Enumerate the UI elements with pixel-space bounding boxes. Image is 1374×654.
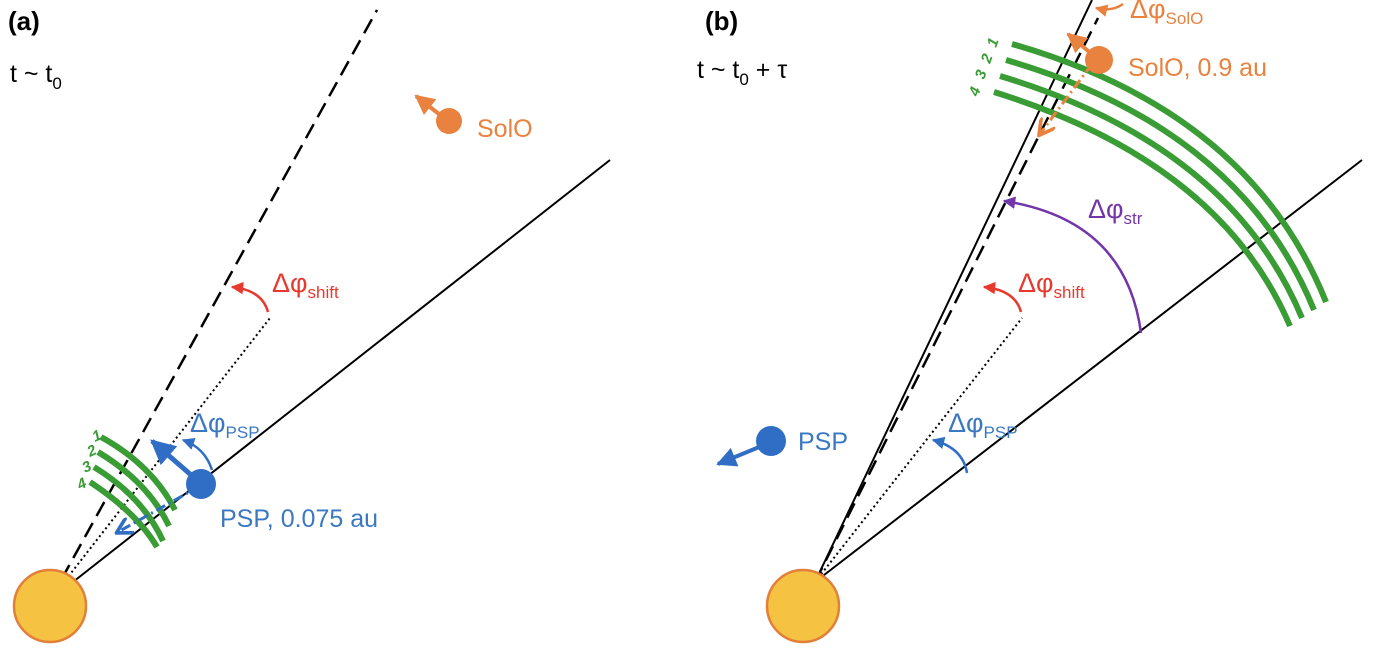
panel-b-time: t ~ t0 + τ — [697, 56, 787, 89]
panel-a-dphi-shift-label: Δφshift — [272, 268, 339, 302]
panel-a-psp-label: PSP, 0.075 au — [220, 505, 378, 533]
panel-b-psp-spacecraft — [756, 426, 786, 456]
panel-b-arc-3 — [999, 73, 1305, 320]
panel-a-dphi-psp-label: ΔφPSP — [190, 408, 260, 442]
panel-a-solid-line — [49, 159, 611, 601]
panel-b-arc-number-2: 2 — [977, 51, 996, 66]
panel-a-dashed-line — [48, 9, 379, 601]
panel-b-dphi-solo-arc — [1094, 2, 1124, 17]
panel-b-arc-number-1: 1 — [984, 36, 1003, 50]
panel-a-psp-spacecraft — [186, 469, 216, 499]
panel-a-arc-2 — [96, 449, 172, 528]
panel-b-dphi-shift-arc — [982, 281, 1023, 313]
panel-b-arc-1 — [1011, 41, 1329, 304]
panel-b-arc-2 — [1005, 57, 1317, 312]
panel-a-solo-label: SolO — [477, 115, 533, 143]
panel-a-sun — [12, 568, 88, 644]
panel-a-solo-spacecraft — [436, 108, 462, 134]
panel-b-solo-spacecraft — [1085, 46, 1113, 74]
panel-b-psp-velocity-arrow — [716, 443, 765, 467]
panel-b-arc-number-4: 4 — [965, 84, 984, 99]
panel-a-streamer-arcs — [88, 434, 178, 549]
panel-b-arc-4 — [993, 89, 1293, 328]
panel-b-dphi-solo-label: ΔφSolO — [1130, 0, 1203, 28]
panel-b-label: (b) — [705, 6, 738, 36]
panel-b-dphi-psp-label: ΔφPSP — [948, 408, 1018, 442]
panel-b-dphi-str-label: Δφstr — [1088, 194, 1143, 228]
panel-a: (a) t ~ t0 1 2 3 4 ΔφPSP PSP, 0.075 au — [8, 6, 611, 644]
panel-b-solo-label: SolO, 0.9 au — [1128, 54, 1267, 82]
panel-b-streamer-arcs — [993, 41, 1329, 328]
panel-b-arc-numbers: 1 2 3 4 — [965, 36, 1002, 100]
panel-b-dphi-shift-label: Δφshift — [1018, 268, 1085, 302]
panel-a-arc-3 — [92, 464, 166, 543]
panel-a-time: t ~ t0 — [10, 60, 62, 93]
panel-a-arc-number-3: 3 — [80, 457, 95, 476]
panel-b-dphi-str-arc — [1002, 196, 1143, 334]
panel-a-arc-number-4: 4 — [74, 474, 90, 494]
panel-b-dashed-line — [813, 17, 1100, 583]
panel-b-solid-line-outer — [814, 0, 1093, 583]
panel-a-label: (a) — [8, 6, 40, 36]
panel-a-dphi-psp-arc — [181, 437, 214, 471]
panel-b-solo-dashdot-arrow — [1040, 63, 1094, 134]
panel-b: (b) t ~ t0 + τ 1 2 3 4 Δφstr Δφshift — [697, 0, 1363, 644]
panel-b-sun — [765, 568, 841, 644]
panel-a-arc-4 — [88, 479, 160, 549]
panel-a-psp-dashdot-arrow — [118, 484, 201, 532]
panel-a-arc-1 — [99, 434, 178, 512]
panel-b-dotted-line — [814, 317, 1023, 583]
panel-b-arc-number-3: 3 — [972, 67, 991, 81]
panel-a-dphi-shift-arc — [230, 281, 270, 313]
panel-b-psp-label: PSP — [798, 428, 848, 456]
panel-b-dphi-psp-arc — [931, 436, 969, 474]
